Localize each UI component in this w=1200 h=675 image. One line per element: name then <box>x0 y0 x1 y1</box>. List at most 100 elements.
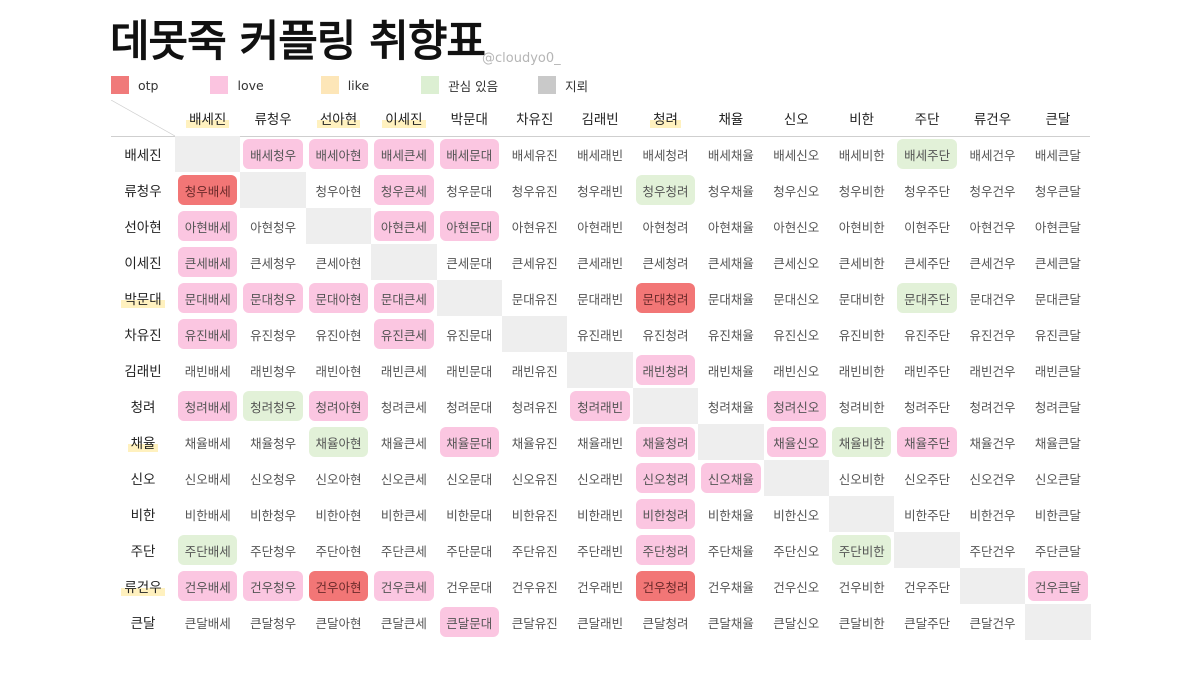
pairing-cell: 주단신오 <box>764 532 829 568</box>
pairing-cell: 아현큰세 <box>371 208 436 244</box>
pairing-name: 문대비한 <box>838 291 885 307</box>
pairing-cell: 유진신오 <box>764 316 829 352</box>
column-header: 류건우 <box>960 100 1025 136</box>
pairing-name: 채율문대 <box>446 435 493 451</box>
pairing-name: 청우큰세 <box>380 183 427 199</box>
pairing-cell: 유진청우 <box>240 316 305 352</box>
pairing-name: 주단큰달 <box>1034 543 1081 559</box>
pairing-name: 비한유진 <box>511 507 558 523</box>
pairing-name: 래빈주단 <box>904 363 951 379</box>
pairing-name: 유진신오 <box>773 327 820 343</box>
pairing-cell: 신오큰달 <box>1025 460 1090 496</box>
legend-swatch-love <box>210 76 229 94</box>
pairing-name: 큰세신오 <box>773 255 820 271</box>
column-header: 청려 <box>633 100 698 136</box>
pairing-cell: 큰달주단 <box>894 604 959 640</box>
pairing-cell: 래빈배세 <box>175 352 240 388</box>
pairing-cell: 신오건우 <box>960 460 1025 496</box>
pairing-name: 청려큰달 <box>1034 399 1081 415</box>
pairing-cell: 주단청려 <box>633 532 698 568</box>
pairing-name: 비한아현 <box>315 507 362 523</box>
pairing-cell: 큰세유진 <box>502 244 567 280</box>
row-header: 비한 <box>111 496 175 532</box>
column-header-label: 박문대 <box>450 112 488 128</box>
pairing-name: 비한주단 <box>904 507 951 523</box>
row-header-label: 신오 <box>130 472 156 488</box>
pairing-name: 청우아현 <box>315 183 362 199</box>
pairing-name: 청려비한 <box>838 399 885 415</box>
pairing-cell: 래빈유진 <box>502 352 567 388</box>
pairing-cell: 비한큰세 <box>371 496 436 532</box>
pairing-cell: 건우큰세 <box>371 568 436 604</box>
pairing-cell: 비한청우 <box>240 496 305 532</box>
pairing-name: 래빈아현 <box>315 363 362 379</box>
diagonal-cell <box>240 172 306 208</box>
pairing-name: 문대큰달 <box>1034 291 1081 307</box>
pairing-cell: 래빈건우 <box>960 352 1025 388</box>
pairing-name: 아현채율 <box>707 219 754 235</box>
pairing-grid: 배세진 류청우 선아현 이세진 박문대 차유진 김래빈 청려 채율 신오 비한 주단 류건우 큰달 배세진 배… <box>111 100 1091 640</box>
column-header-label: 청려 <box>650 108 681 128</box>
pairing-name: 주단아현 <box>315 543 362 559</box>
pairing-name: 채율신오 <box>773 435 820 451</box>
pairing-cell: 청려큰세 <box>371 388 436 424</box>
pairing-cell: 래빈신오 <box>764 352 829 388</box>
pairing-cell: 주단비한 <box>829 532 894 568</box>
pairing-cell: 신오큰세 <box>371 460 436 496</box>
pairing-cell: 래빈큰달 <box>1025 352 1090 388</box>
row-header-label: 배세진 <box>124 148 162 164</box>
pairing-cell: 채율큰달 <box>1025 424 1090 460</box>
pairing-name: 건우비한 <box>838 579 885 595</box>
pairing-cell: 아현채율 <box>698 208 763 244</box>
row-header: 큰달 <box>111 604 175 640</box>
pairing-cell: 신오청우 <box>240 460 305 496</box>
pairing-cell: 청려주단 <box>894 388 959 424</box>
row-header: 청려 <box>111 388 175 424</box>
pairing-name: 청우큰달 <box>1034 183 1081 199</box>
pairing-cell: 비한신오 <box>764 496 829 532</box>
pairing-cell: 배세비한 <box>829 136 894 172</box>
column-header: 비한 <box>829 100 894 136</box>
pairing-cell: 채율아현 <box>306 424 371 460</box>
pairing-name: 문대건우 <box>969 291 1016 307</box>
pairing-name: 아현유진 <box>511 219 558 235</box>
pairing-name: 신오주단 <box>904 471 951 487</box>
pairing-cell: 래빈청려 <box>633 352 698 388</box>
pairing-name: 채율청려 <box>642 435 689 451</box>
pairing-cell: 문대아현 <box>306 280 371 316</box>
pairing-name: 아현비한 <box>838 219 885 235</box>
pairing-cell: 래빈주단 <box>894 352 959 388</box>
pairing-name: 배세큰달 <box>1034 147 1081 163</box>
pairing-name: 큰세유진 <box>511 255 558 271</box>
pairing-name: 주단래빈 <box>577 543 624 559</box>
column-header-label: 선아현 <box>316 108 361 128</box>
pairing-name: 래빈큰세 <box>380 363 427 379</box>
pairing-cell: 신오래빈 <box>567 460 632 496</box>
pairing-name: 청우배세 <box>184 183 231 199</box>
pairing-name: 청우건우 <box>969 183 1016 199</box>
pairing-name: 큰세청우 <box>250 255 297 271</box>
pairing-name: 비한큰달 <box>1034 507 1081 523</box>
pairing-cell: 유진배세 <box>175 316 240 352</box>
pairing-cell: 유진청려 <box>633 316 698 352</box>
column-header: 차유진 <box>502 100 567 136</box>
pairing-name: 큰달청려 <box>642 615 689 631</box>
pairing-cell: 배세신오 <box>764 136 829 172</box>
column-header: 선아현 <box>306 100 371 136</box>
column-header: 신오 <box>764 100 829 136</box>
row-header: 배세진 <box>111 136 175 172</box>
pairing-name: 래빈청려 <box>642 363 689 379</box>
pairing-name: 비한큰세 <box>380 507 427 523</box>
column-header: 류청우 <box>240 100 305 136</box>
legend-item-love: love <box>210 76 264 94</box>
pairing-name: 주단배세 <box>184 543 231 559</box>
legend-swatch-mine <box>538 76 557 94</box>
pairing-name: 비한신오 <box>773 507 820 523</box>
diagonal-cell <box>175 136 241 172</box>
pairing-name: 비한청우 <box>250 507 297 523</box>
pairing-cell: 주단큰달 <box>1025 532 1090 568</box>
pairing-name: 신오청려 <box>642 471 689 487</box>
pairing-cell: 청우아현 <box>306 172 371 208</box>
legend-item-like: like <box>320 76 369 94</box>
diagonal-cell <box>632 388 699 424</box>
